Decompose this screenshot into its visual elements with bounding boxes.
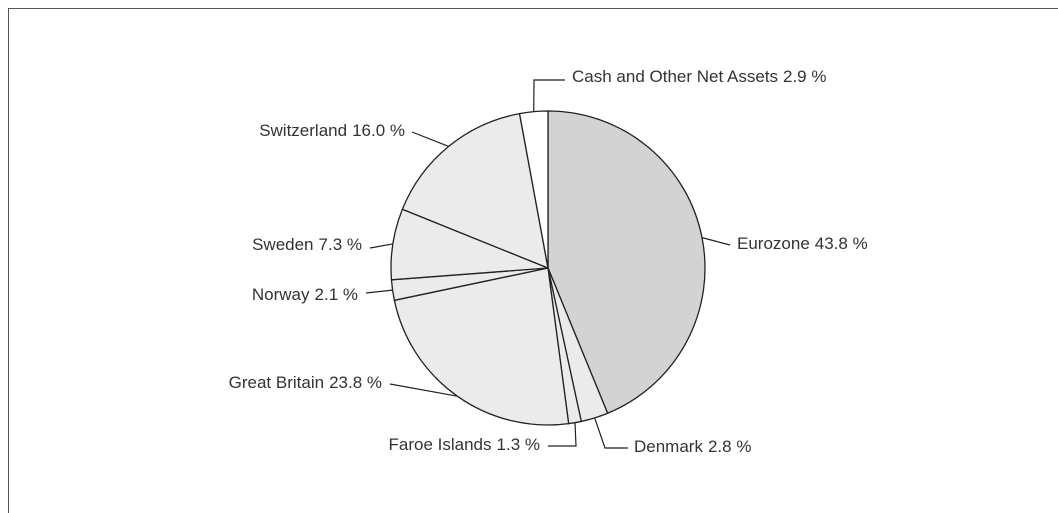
slice-value: 43.8 % xyxy=(815,234,868,253)
leader-line xyxy=(389,383,458,397)
slice-value: 16.0 % xyxy=(352,121,405,140)
slice-name: Eurozone xyxy=(737,234,810,253)
leader-line xyxy=(594,417,628,449)
pie-slice xyxy=(547,110,706,415)
frame xyxy=(8,8,1058,513)
pie-slice xyxy=(393,267,570,426)
slice-label: Sweden 7.3 % xyxy=(252,235,362,254)
slice-label: Great Britain 23.8 % xyxy=(229,373,382,392)
leader-line xyxy=(411,131,449,147)
slice-label: Faroe Islands 1.3 % xyxy=(389,435,540,454)
slice-value: 2.9 % xyxy=(783,67,826,86)
slice-name: Faroe Islands xyxy=(389,435,492,454)
slice-name: Sweden xyxy=(252,235,313,254)
slice-value: 1.3 % xyxy=(497,435,540,454)
leader-line xyxy=(548,422,577,447)
slice-label: Norway 2.1 % xyxy=(252,285,358,304)
slice-value: 7.3 % xyxy=(319,235,362,254)
slice-name: Cash and Other Net Assets xyxy=(572,67,778,86)
leader-line xyxy=(533,79,565,112)
slice-name: Norway xyxy=(252,285,310,304)
slice-name: Great Britain xyxy=(229,373,324,392)
slice-label: Denmark 2.8 % xyxy=(634,437,751,456)
slice-name: Denmark xyxy=(634,437,703,456)
slice-value: 2.1 % xyxy=(315,285,358,304)
slice-value: 2.8 % xyxy=(708,437,751,456)
leader-line xyxy=(369,243,393,249)
slice-label: Eurozone 43.8 % xyxy=(737,234,868,253)
slice-label: Switzerland 16.0 % xyxy=(259,121,405,140)
leader-line xyxy=(701,237,731,246)
leader-line xyxy=(365,289,393,294)
slice-label: Cash and Other Net Assets 2.9 % xyxy=(572,67,826,86)
slice-value: 23.8 % xyxy=(329,373,382,392)
slice-name: Switzerland xyxy=(259,121,347,140)
